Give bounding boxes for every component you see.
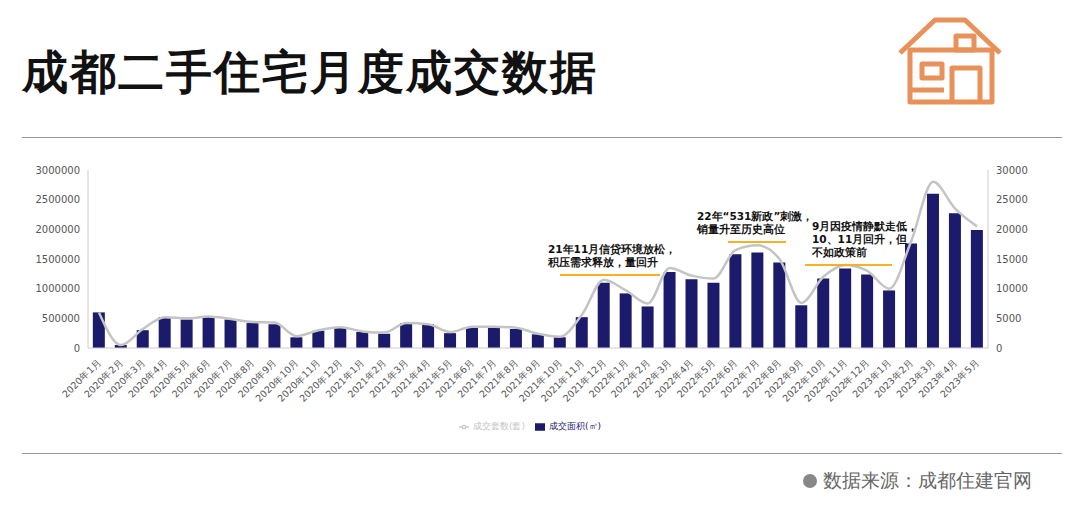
svg-text:3000000: 3000000 <box>35 165 80 176</box>
svg-text:2020年5月: 2020年5月 <box>147 356 191 400</box>
svg-text:2023年3月: 2023年3月 <box>894 356 938 400</box>
svg-text:2021年10月: 2021年10月 <box>516 356 565 404</box>
svg-text:2020年9月: 2020年9月 <box>235 356 279 400</box>
svg-text:20000: 20000 <box>996 224 1028 235</box>
svg-text:1500000: 1500000 <box>35 254 80 265</box>
html-text:成交套数(套): 成交套数(套) <box>473 421 525 431</box>
svg-text:2022年3月: 2022年3月 <box>630 356 674 400</box>
svg-text:2021年6月: 2021年6月 <box>433 356 477 400</box>
svg-text:2020年6月: 2020年6月 <box>169 356 213 400</box>
svg-text:2020年2月: 2020年2月 <box>81 356 126 400</box>
svg-text:5000: 5000 <box>996 313 1021 324</box>
svg-text:2023年2月: 2023年2月 <box>872 356 916 400</box>
svg-text:2500000: 2500000 <box>35 194 80 205</box>
svg-text:2021年11月: 2021年11月 <box>538 356 587 404</box>
svg-text:2020年3月: 2020年3月 <box>103 356 148 400</box>
svg-text:30000: 30000 <box>996 165 1028 176</box>
svg-text:500000: 500000 <box>42 313 80 324</box>
svg-text:2022年4月: 2022年4月 <box>652 356 696 400</box>
svg-text:2020年7月: 2020年7月 <box>191 356 235 400</box>
svg-text:15000: 15000 <box>996 254 1028 265</box>
svg-text:2021年3月: 2021年3月 <box>367 356 411 400</box>
svg-text:2022年8月: 2022年8月 <box>740 356 784 400</box>
svg-text:2022年2月: 2022年2月 <box>608 356 652 400</box>
svg-text:2000000: 2000000 <box>35 224 80 235</box>
svg-text:2022年6月: 2022年6月 <box>696 356 740 400</box>
svg-text:2021年12月: 2021年12月 <box>560 356 609 404</box>
svg-text:2021年7月: 2021年7月 <box>455 356 499 400</box>
svg-text:10000: 10000 <box>996 283 1028 294</box>
svg-text:2021年9月: 2021年9月 <box>498 356 543 400</box>
html-text:数据来源：成都住建官网: 数据来源：成都住建官网 <box>823 469 1032 491</box>
svg-text:0: 0 <box>996 343 1002 354</box>
html-text:成交面积(㎡): 成交面积(㎡) <box>549 421 601 431</box>
svg-text:2022年11月: 2022年11月 <box>802 356 850 404</box>
svg-text:25000: 25000 <box>996 194 1028 205</box>
svg-text:2020年1月: 2020年1月 <box>59 356 104 400</box>
html-text:22年“531新政”刺激，: 22年“531新政”刺激， <box>697 210 814 222</box>
svg-text:2020年10月: 2020年10月 <box>253 356 301 404</box>
svg-text:2022年10月: 2022年10月 <box>780 356 828 404</box>
html-text:积压需求释放，量回升: 积压需求释放，量回升 <box>548 256 658 268</box>
svg-text:2023年4月: 2023年4月 <box>916 356 960 400</box>
svg-text:2020年11月: 2020年11月 <box>275 356 323 404</box>
html-text:9月因疫情静默走低，: 9月因疫情静默走低， <box>812 220 919 232</box>
html-text:成都二手住宅月度成交数据: 成都二手住宅月度成交数据 <box>22 45 598 99</box>
svg-text:2021年8月: 2021年8月 <box>477 356 521 400</box>
svg-text:2022年9月: 2022年9月 <box>762 356 806 400</box>
html-text:10、11月回升，但: 10、11月回升，但 <box>812 233 908 245</box>
svg-text:0: 0 <box>74 343 80 354</box>
html-text:不如政策前: 不如政策前 <box>812 246 867 258</box>
svg-text:2022年7月: 2022年7月 <box>718 356 762 400</box>
svg-text:2022年5月: 2022年5月 <box>674 356 718 400</box>
svg-text:2021年4月: 2021年4月 <box>389 356 433 400</box>
svg-text:2022年12月: 2022年12月 <box>823 356 872 404</box>
svg-text:2022年1月: 2022年1月 <box>586 356 630 400</box>
svg-text:2020年8月: 2020年8月 <box>213 356 257 400</box>
svg-text:1000000: 1000000 <box>35 283 80 294</box>
html-text:21年11月信贷环境放松，: 21年11月信贷环境放松， <box>548 243 677 255</box>
svg-text:2020年12月: 2020年12月 <box>297 356 345 404</box>
svg-text:2023年1月: 2023年1月 <box>850 356 894 400</box>
svg-text:2020年4月: 2020年4月 <box>125 356 170 400</box>
html-text:销量升至历史高位: 销量升至历史高位 <box>697 223 785 235</box>
svg-text:2021年5月: 2021年5月 <box>411 356 455 400</box>
svg-text:2021年2月: 2021年2月 <box>345 356 389 400</box>
svg-text:2021年1月: 2021年1月 <box>323 356 367 400</box>
svg-text:2023年5月: 2023年5月 <box>938 356 981 399</box>
